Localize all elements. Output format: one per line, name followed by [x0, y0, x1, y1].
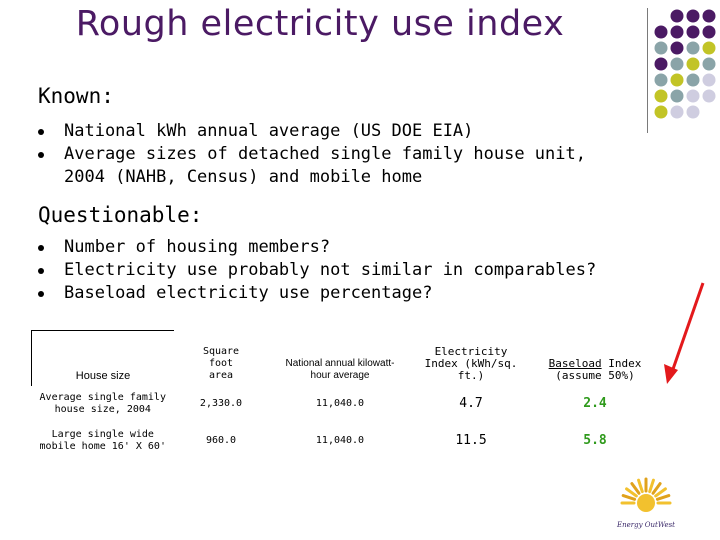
known-item: Average sizes of detached single family …	[38, 143, 598, 189]
bullet-icon	[38, 129, 44, 135]
decorative-dot	[670, 41, 684, 55]
decorative-dot	[686, 89, 700, 103]
cell-sqft: 2,330.0	[199, 398, 243, 409]
decorative-dot	[670, 9, 684, 23]
decorative-dot	[686, 57, 700, 71]
decorative-dot	[702, 41, 716, 55]
row-label: Average single family house size, 2004	[39, 392, 166, 415]
sun-ray	[651, 482, 662, 495]
questionable-item: Baseload electricity use percentage?	[38, 282, 618, 305]
slide-title: Rough electricity use index	[75, 4, 565, 44]
header-national-kwh: National annual kilowatt-hour average	[285, 357, 395, 381]
sun-ray	[654, 487, 667, 498]
row-label: Large single wide mobile home 16' X 60'	[39, 429, 166, 452]
questionable-item: Electricity use probably not similar in …	[38, 259, 618, 282]
header-baseload-index: Baseload Index (assume 50%)	[548, 356, 642, 382]
cell-kwh: 11,040.0	[315, 435, 365, 446]
decorative-dot	[654, 57, 668, 71]
known-heading: Known:	[38, 84, 114, 108]
decorative-dot	[670, 25, 684, 39]
questionable-list: Number of housing members? Electricity u…	[38, 236, 618, 305]
cell-baseload-index: 2.4	[583, 396, 607, 411]
sun-ray	[621, 494, 637, 501]
table-row: Average single family house size, 2004 2…	[32, 386, 661, 423]
decorative-dot	[686, 105, 700, 119]
divider-line	[647, 8, 648, 133]
sun-ray	[655, 494, 671, 501]
svg-text:Energy OutWest: Energy OutWest	[616, 521, 675, 529]
decorative-dot	[702, 25, 716, 39]
decorative-dot	[654, 89, 668, 103]
decorative-dot	[654, 41, 668, 55]
decorative-dot	[686, 41, 700, 55]
cell-sqft: 960.0	[205, 435, 237, 446]
cell-baseload-index: 5.8	[583, 433, 607, 448]
decorative-dot	[702, 57, 716, 71]
decorative-dot	[670, 89, 684, 103]
decorative-dot	[670, 73, 684, 87]
decorative-dot	[670, 105, 684, 119]
sun-ray	[625, 487, 638, 498]
bullet-icon	[38, 245, 44, 251]
questionable-item: Number of housing members?	[38, 236, 618, 259]
energy-outwest-logo: Energy OutWest	[616, 477, 675, 529]
decorative-dot	[654, 105, 668, 119]
decorative-dot	[702, 89, 716, 103]
decorative-dot	[686, 9, 700, 23]
header-square-foot-area: Square foot area	[202, 345, 240, 381]
header-electricity-index: Electricity Index (kWh/sq. ft.)	[424, 344, 518, 382]
questionable-heading: Questionable:	[38, 203, 203, 227]
bullet-icon	[38, 268, 44, 274]
known-item: National kWh annual average (US DOE EIA)	[38, 120, 598, 143]
table-row: Large single wide mobile home 16' X 60' …	[32, 423, 661, 460]
decorative-dot	[670, 57, 684, 71]
bullet-icon	[38, 152, 44, 158]
sun-ray	[637, 478, 644, 494]
decorative-dot	[686, 73, 700, 87]
table-header-row: House size Square foot area National ann…	[31, 330, 661, 386]
decorative-dot	[702, 9, 716, 23]
decorative-dot	[686, 25, 700, 39]
decorative-dot	[654, 25, 668, 39]
decorative-dot	[702, 73, 716, 87]
sun-ray	[630, 482, 641, 495]
header-house-size: House size	[31, 330, 174, 386]
cell-electricity-index: 11.5	[455, 433, 487, 448]
sun-ray	[648, 478, 655, 494]
decorative-dot	[654, 73, 668, 87]
electricity-index-table: House size Square foot area National ann…	[31, 330, 660, 460]
cell-kwh: 11,040.0	[315, 398, 365, 409]
bullet-icon	[38, 291, 44, 297]
known-list: National kWh annual average (US DOE EIA)…	[38, 120, 598, 189]
cell-electricity-index: 4.7	[459, 396, 483, 411]
